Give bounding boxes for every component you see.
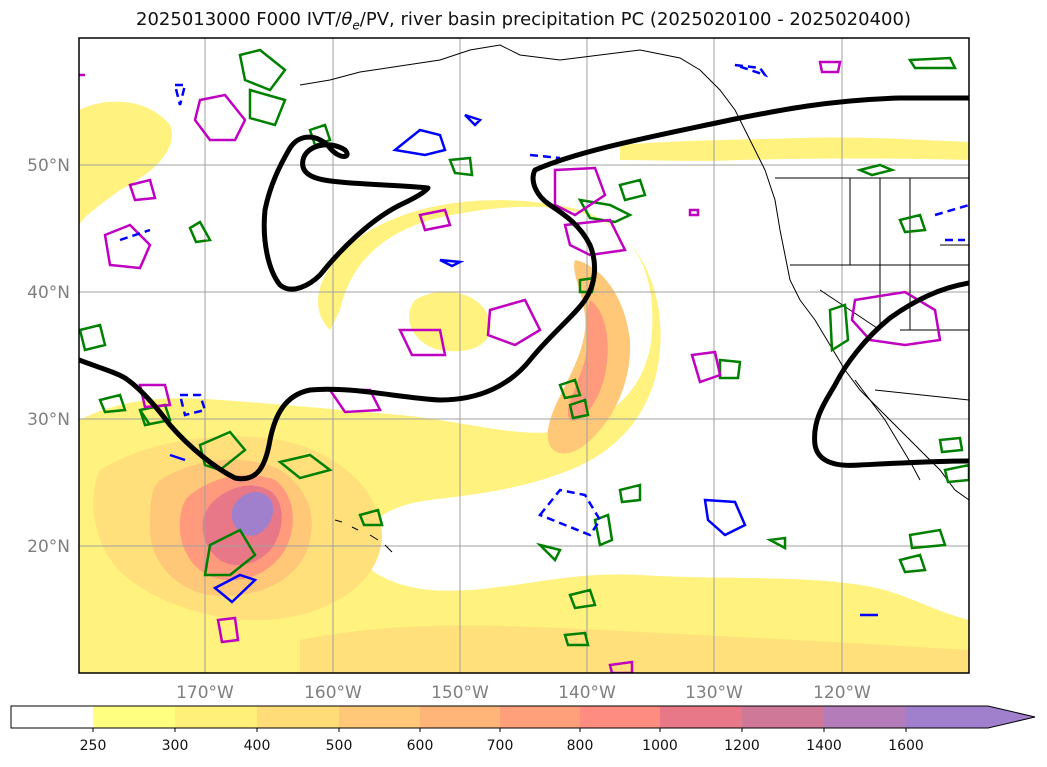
ivt-band-1400-1600 — [231, 491, 274, 536]
colorbar-cell — [500, 706, 580, 728]
theta-e-main-contour — [79, 95, 969, 482]
alaska-coast — [299, 44, 766, 171]
title-suffix: /PV, river basin precipitation PC (20250… — [359, 9, 911, 30]
theta-e-contours — [79, 95, 969, 482]
pv-blue-dashed — [119, 63, 969, 537]
colorbar-cell — [580, 706, 660, 728]
lat-label: 40°N — [27, 283, 70, 303]
lon-label: 170°W — [176, 683, 234, 703]
map-panel — [79, 38, 969, 673]
hawaii-islands — [334, 519, 393, 553]
title-prefix: 2025013000 F000 IVT/ — [136, 9, 342, 30]
lon-label: 120°W — [813, 683, 871, 703]
lon-label: 160°W — [304, 683, 362, 703]
ivt-northern-branch — [620, 137, 969, 161]
colorbar-label: 400 — [244, 738, 271, 754]
lat-label: 20°N — [27, 537, 70, 557]
colorbar-cell — [660, 706, 742, 728]
colorbar-cell — [175, 706, 257, 728]
theta-e-loop-contour — [261, 134, 431, 292]
pv-blue-contour — [169, 113, 878, 617]
lon-label: 140°W — [558, 683, 616, 703]
colorbar-label: 300 — [162, 738, 189, 754]
pv-magenta-contour — [79, 60, 942, 673]
axis-labels: 170°W 160°W 150°W 140°W 130°W 120°W 20°N… — [27, 156, 871, 703]
colorbar-cell — [824, 706, 906, 728]
colorbar: 250 300 400 500 600 700 800 1000 1200 14… — [10, 705, 1036, 754]
colorbar-labels: 250 300 400 500 600 700 800 1000 1200 14… — [80, 738, 924, 754]
colorbar-extend-arrow — [988, 706, 1035, 728]
colorbar-cell — [906, 706, 988, 728]
pv-contours — [79, 48, 969, 673]
colorbar-label: 1600 — [888, 738, 924, 754]
colorbar-cell — [93, 706, 175, 728]
baja-peninsula — [854, 379, 921, 481]
colorbar-cell — [742, 706, 824, 728]
map-title: 2025013000 F000 IVT/θe/PV, river basin p… — [0, 9, 1047, 33]
colorbar-cell — [257, 706, 339, 728]
colorbar-label: 1200 — [724, 738, 760, 754]
theta-e-east-contour — [812, 280, 969, 468]
ivt-loop-patch — [409, 291, 491, 352]
graticule — [79, 38, 969, 673]
colorbar-label: 700 — [487, 738, 514, 754]
colorbar-label: 250 — [80, 738, 107, 754]
colorbar-cell — [420, 706, 500, 728]
us-mexico-border — [874, 389, 969, 401]
colorbar-label: 500 — [326, 738, 353, 754]
colorbar-cell — [339, 706, 420, 728]
map-frame — [78, 37, 970, 674]
lat-label: 50°N — [27, 156, 70, 176]
colorbar-cells — [11, 706, 1035, 728]
colorbar-label: 600 — [407, 738, 434, 754]
lon-label: 130°W — [685, 683, 743, 703]
state-borders — [790, 178, 969, 331]
ivt-shading — [79, 101, 969, 673]
colorbar-cell — [11, 706, 93, 728]
ivt-northwest-patch — [79, 101, 172, 225]
lat-label: 30°N — [27, 410, 70, 430]
title-theta: θ — [341, 9, 353, 30]
colorbar-label: 1000 — [642, 738, 678, 754]
colorbar-label: 800 — [567, 738, 594, 754]
colorbar-ticks — [92, 728, 907, 732]
title-theta-sub: e — [352, 18, 360, 33]
colorbar-label: 1400 — [806, 738, 842, 754]
ivt-bottom-band — [300, 625, 969, 673]
colorbar-outline — [10, 705, 1036, 729]
lon-label: 150°W — [431, 683, 489, 703]
